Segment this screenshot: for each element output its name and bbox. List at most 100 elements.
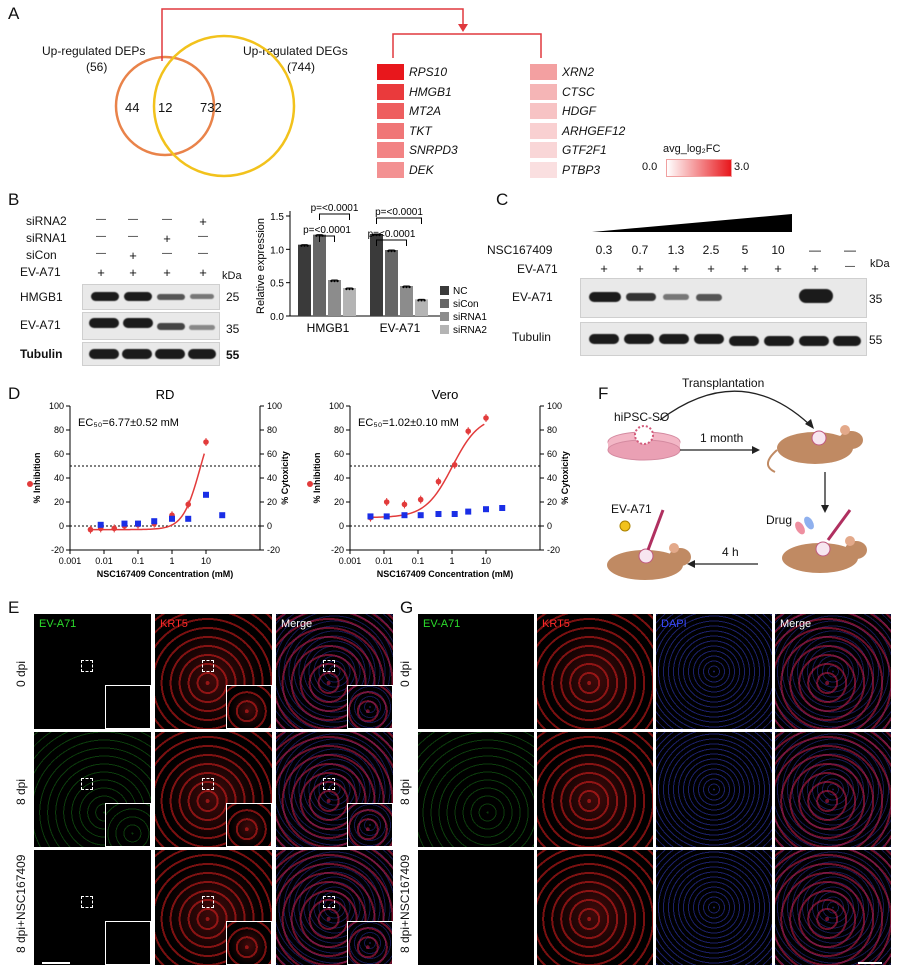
dose-inhibition-point [401,501,408,508]
treatment-sign: + [199,265,207,280]
panel-g-channel-label: EV-A71 [423,618,461,630]
dose-x-label: NSC167409 Concentration (mM) [377,569,514,579]
dose-right-tick-label: 20 [267,497,277,507]
panel-e-roi-box [322,778,335,790]
venn-arrow [161,8,464,61]
dose-left-marker [307,481,313,487]
virus-icon [619,520,631,532]
panel-label-e: E [8,598,20,617]
concentration-value: 0.3 [595,243,613,257]
bar-bracket [376,239,407,246]
bar-point [351,287,354,291]
panel-g-channel-label: DAPI [661,618,687,630]
dose-curve-vero: Vero -20 -20 0 0 20 20 40 40 60 60 80 80 100 100 0.001 0… [307,387,570,579]
bar [400,286,413,316]
bar-legend-label: siRNA1 [453,312,487,323]
bar-point [423,299,426,302]
dose-x-tick-label: 0.1 [132,556,145,566]
legend-min: 0.0 [642,161,658,173]
bar [415,299,428,316]
panel-e-inset [105,803,151,847]
dose-right-tick-label: 80 [547,425,557,435]
dose-inhibition-point [465,428,472,434]
concentration-value: 1.3 [667,243,685,257]
panel-e-image [276,850,393,965]
dose-ec50: EC₅₀=6.77±0.52 mM [78,417,179,429]
treatment-sign: — [128,214,138,225]
bar-legend-label: NC [453,286,467,297]
concentration-value: — [809,243,821,257]
dose-cytotoxicity-point [499,505,506,511]
panel-g-image [537,850,653,965]
panel-g-row-label: 8 dpi+NSC167409 [398,854,412,953]
bar-bracket [319,235,335,242]
dose-title: RD [156,387,175,402]
bar-legend-swatch [440,312,449,321]
legend-title: avg_log₂FC [663,143,721,155]
bracket-line [392,33,542,58]
dose-right-tick-label: 0 [547,521,552,531]
heatmap-right-cell [530,142,557,158]
bar-point [387,249,390,253]
dose-x-tick-label: 0.001 [59,556,82,566]
dose-right-tick-label: 80 [267,425,277,435]
dose-cytotoxicity-point [483,506,489,513]
dose-left-label: % Inhibition [312,453,322,504]
panel-label-d: D [8,384,21,403]
dose-cytotoxicity-point [97,521,104,528]
treatment-sign: — [128,231,138,242]
heatmap-left-cell [377,83,404,100]
treatment-sign: + [199,214,207,229]
bar-point [417,299,420,302]
dose-left-tick-label: 100 [49,401,64,411]
panel-label-b: B [8,190,20,209]
dose-ec50: EC₅₀=1.02±0.10 mM [358,417,459,429]
dose-left-tick-label: 20 [334,497,344,507]
heatmap-right-cell [530,83,557,100]
panel-e-row-label: 0 dpi [14,660,28,687]
bar-legend-swatch [440,299,449,308]
dose-right-tick-label: 0 [267,521,272,531]
panel-e-image [34,850,151,965]
virus-row-label-c: EV-A71 [517,262,558,276]
bar-point [378,233,381,237]
heatmap-right-gene-label: HDGF [562,104,596,118]
marker-55-b: 55 [226,348,240,362]
dose-cytotoxicity-point [417,512,424,519]
dose-inhibition-point [483,415,489,421]
blot-tubulin-c [580,322,867,356]
treatment-sign: — [162,248,172,259]
dose-inhibition-point [111,525,118,532]
panel-label-g: G [400,598,414,617]
dose-inhibition-point [451,462,458,468]
blot-label-ev-a71-b: EV-A71 [20,318,61,332]
virus-sign: + [741,261,749,276]
bar-y-tick-label: 0.5 [270,279,284,290]
dose-left-tick-label: 80 [334,425,344,435]
treatment-sign: + [163,265,171,280]
bar-point [303,244,306,247]
blot-label-hmgb1: HMGB1 [20,290,63,304]
dose-fit-curve [90,453,206,531]
bar-legend-label: siRNA2 [453,325,487,336]
treatment-sign: — [162,214,172,225]
dose-cytotoxicity-point [121,520,128,527]
bar [385,250,398,316]
heatmap-left-gene-label: TKT [409,123,432,138]
panel-e-inset [105,685,151,729]
bar-point [348,287,351,291]
dose-left-tick-label: 100 [329,401,344,411]
bar-legend-swatch [440,325,449,334]
panel-g-image [656,850,772,965]
marker-35-b: 35 [226,322,240,336]
venn-overlap: 12 [158,100,173,115]
dose-cytotoxicity-point [465,508,472,515]
venn-dep-title: Up-regulated DEPs [42,44,146,58]
dose-x-tick-label: 10 [481,556,491,566]
panel-g-image: Merge [775,614,891,729]
blot-label-tubulin-b: Tubulin [20,347,63,361]
bar-y-axis-label: Relative expression [255,218,267,314]
treatment-sign: + [97,265,105,280]
dose-cytotoxicity-point [151,518,158,525]
